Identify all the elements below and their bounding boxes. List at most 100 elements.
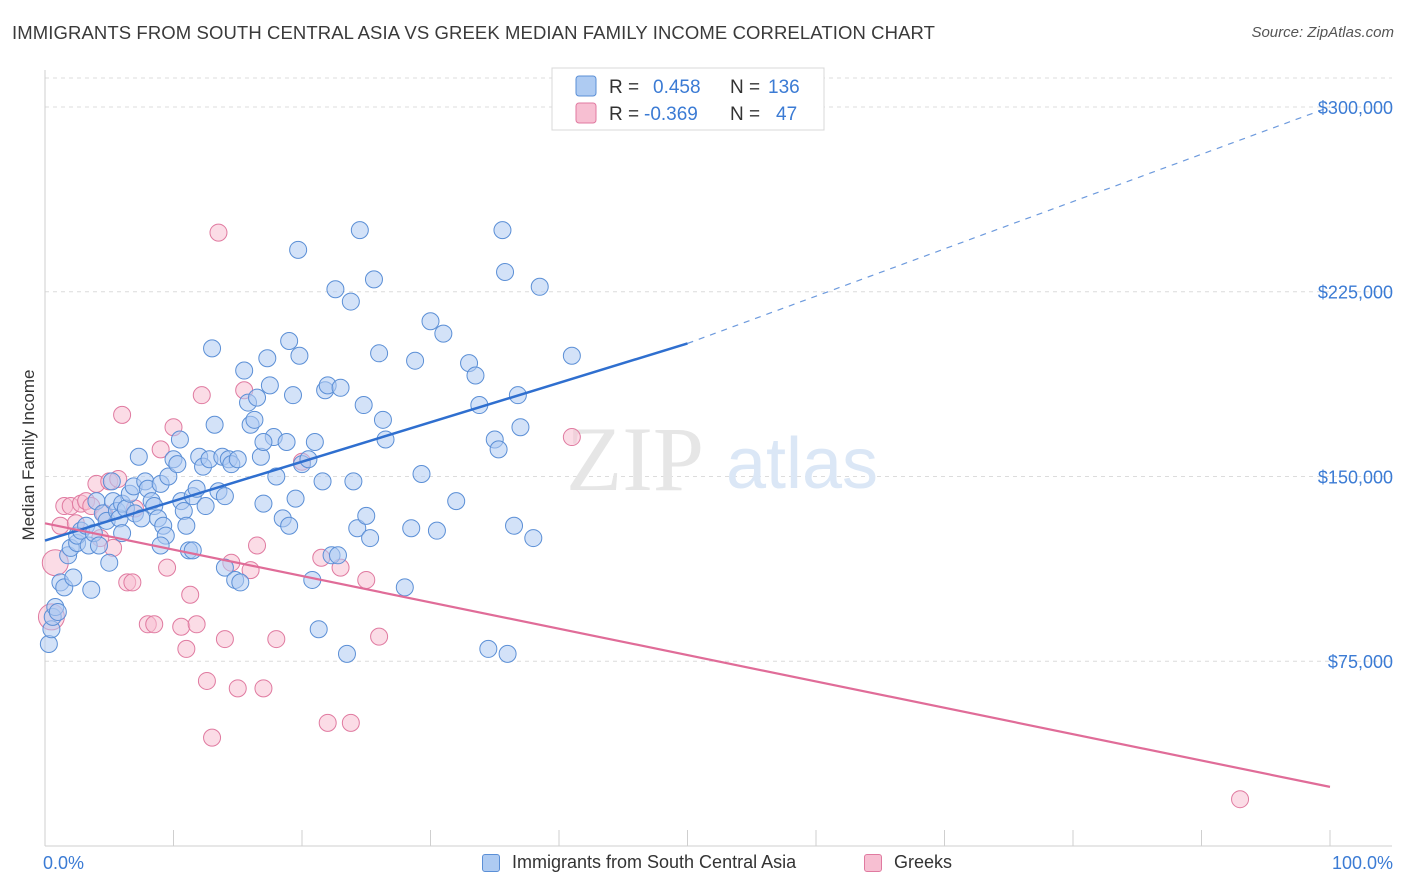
- greeks-point: [254, 679, 273, 698]
- south-central-asia-point: [493, 221, 512, 240]
- south-central-asia-point: [406, 351, 425, 370]
- legend-r-label-1: R =: [609, 77, 639, 98]
- south-central-asia-point: [277, 432, 296, 451]
- south-central-asia-point: [129, 447, 148, 466]
- legend-n-label-1: N =: [730, 77, 760, 98]
- south-central-asia-point: [447, 492, 466, 511]
- south-central-asia-points: [39, 221, 581, 663]
- legend-r-value-1: 0.458: [653, 77, 701, 98]
- watermark-atlas: atlas: [726, 424, 878, 504]
- south-central-asia-point: [313, 472, 332, 491]
- south-central-asia-point: [466, 366, 485, 385]
- x-tick-label: 100.0%: [1332, 853, 1393, 873]
- south-central-asia-point: [524, 529, 543, 548]
- greeks-point: [123, 573, 142, 592]
- south-central-asia-point: [479, 639, 498, 658]
- legend-n-value-2: 47: [776, 104, 797, 125]
- south-central-asia-point: [331, 378, 350, 397]
- south-central-asia-point: [260, 376, 279, 395]
- south-central-asia-point: [254, 432, 273, 451]
- south-central-asia-point: [205, 415, 224, 434]
- south-central-asia-point: [235, 361, 254, 380]
- y-tick-label: $300,000: [1318, 98, 1393, 118]
- south-central-asia-point: [280, 331, 299, 350]
- south-central-asia-point: [39, 634, 58, 653]
- south-central-asia-point: [361, 529, 380, 548]
- south-central-asia-point: [228, 450, 247, 469]
- south-central-asia-point: [286, 489, 305, 508]
- watermark-zip: ZIP: [566, 408, 704, 510]
- greeks-point: [341, 713, 360, 732]
- legend-item-greeks: Greeks: [864, 852, 952, 873]
- legend-swatch-blue: [575, 75, 597, 97]
- greeks-point: [215, 630, 234, 649]
- south-central-asia-trend-line: [44, 342, 688, 542]
- south-central-asia-point: [174, 501, 193, 520]
- greeks-trend-line: [44, 522, 1331, 788]
- south-central-asia-point: [402, 519, 421, 538]
- south-central-asia-point: [328, 546, 347, 565]
- greeks-points: [37, 223, 1250, 809]
- legend-r-label-2: R =: [609, 104, 639, 125]
- greeks-point: [113, 405, 132, 424]
- south-central-asia-point: [421, 312, 440, 331]
- axes: [44, 70, 1392, 847]
- south-central-asia-point: [64, 568, 83, 587]
- south-central-asia-point: [511, 418, 530, 437]
- south-central-asia-point: [489, 440, 508, 459]
- south-central-asia-point: [82, 580, 101, 599]
- south-central-asia-point: [427, 521, 446, 540]
- south-central-asia-point: [290, 346, 309, 365]
- legend-n-label-2: N =: [730, 104, 760, 125]
- x-tick-labels: 0.0% 100.0%: [43, 853, 1393, 873]
- chart-title: IMMIGRANTS FROM SOUTH CENTRAL ASIA VS GR…: [12, 22, 936, 43]
- south-central-asia-point: [284, 386, 303, 405]
- south-central-asia-point: [245, 410, 264, 429]
- south-central-asia-point: [412, 465, 431, 484]
- south-central-asia-point: [183, 541, 202, 560]
- south-central-asia-point: [258, 349, 277, 368]
- south-central-asia-point: [498, 644, 517, 663]
- south-central-asia-point: [364, 270, 383, 289]
- legend-swatch-pink: [575, 102, 597, 124]
- greeks-point: [145, 615, 164, 634]
- south-central-asia-point: [357, 506, 376, 525]
- south-central-asia-point: [395, 578, 414, 597]
- south-central-asia-point: [196, 497, 215, 516]
- south-central-asia-point: [231, 573, 250, 592]
- greeks-point: [318, 713, 337, 732]
- south-central-asia-point: [289, 240, 308, 259]
- x-tick-label: 0.0%: [43, 853, 84, 873]
- south-central-asia-point: [530, 277, 549, 296]
- y-tick-label: $150,000: [1318, 467, 1393, 487]
- greeks-point: [181, 585, 200, 604]
- south-central-asia-point: [267, 467, 286, 486]
- greeks-point: [248, 536, 267, 555]
- greeks-point: [267, 630, 286, 649]
- south-central-asia-point: [48, 602, 67, 621]
- legend-swatch-south-central-asia: [482, 853, 500, 872]
- greeks-point: [172, 617, 191, 636]
- south-central-asia-point: [344, 472, 363, 491]
- south-central-asia-point: [505, 516, 524, 535]
- south-central-asia-point: [309, 620, 328, 639]
- south-central-asia-point: [326, 280, 345, 299]
- legend-label-greeks: Greeks: [894, 852, 953, 872]
- south-central-asia-point: [203, 339, 222, 358]
- south-central-asia-point: [341, 292, 360, 311]
- greeks-point: [151, 440, 170, 459]
- south-central-asia-point: [168, 455, 187, 474]
- south-central-asia-point: [354, 396, 373, 415]
- greeks-point: [197, 671, 216, 690]
- greeks-point: [562, 428, 581, 447]
- greeks-point: [228, 679, 247, 698]
- south-central-asia-point: [562, 346, 581, 365]
- greeks-point: [1231, 790, 1250, 809]
- series-legend: Immigrants from South Central Asia Greek…: [0, 852, 1406, 878]
- greeks-point: [187, 615, 206, 634]
- south-central-asia-point: [251, 447, 270, 466]
- greeks-point: [209, 223, 228, 242]
- greeks-point: [192, 386, 211, 405]
- greeks-point: [357, 570, 376, 589]
- south-central-asia-point: [100, 553, 119, 572]
